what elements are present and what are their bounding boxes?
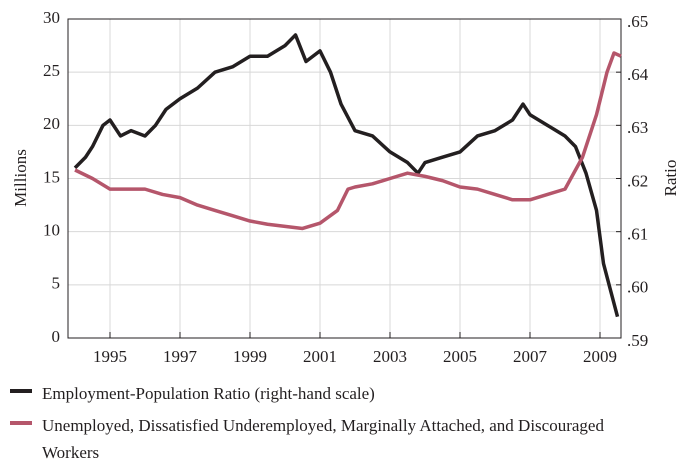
x-tick-label: 2003	[373, 347, 407, 366]
y2-tick-label: .62	[627, 171, 648, 190]
y-tick-label: 30	[43, 8, 60, 27]
plot-frame	[67, 18, 622, 339]
legend-swatch	[10, 421, 32, 425]
x-tick-label: 1999	[233, 347, 267, 366]
legend-label: Employment-Population Ratio (right-hand …	[42, 384, 375, 403]
y-tick-label: 20	[43, 114, 60, 133]
series-line	[74, 51, 622, 231]
y2-axis-label: Ratio	[661, 160, 680, 197]
x-tick-label: 2001	[303, 347, 337, 366]
y-tick-label: 5	[52, 274, 61, 293]
x-tick-label: 2009	[583, 347, 617, 366]
y-tick-label: 15	[43, 167, 60, 186]
legend-entry: Employment-Population Ratio (right-hand …	[10, 380, 670, 407]
y-tick-label: 25	[43, 61, 60, 80]
y-tick-label: 0	[52, 327, 61, 346]
y2-tick-label: .63	[627, 118, 648, 137]
x-tick-label: 2007	[513, 347, 548, 366]
x-tick-label: 1997	[163, 347, 198, 366]
y-axis-label: Millions	[11, 149, 30, 207]
series-line	[73, 33, 620, 318]
x-tick-label: 2005	[443, 347, 477, 366]
legend-swatch	[10, 389, 32, 393]
y2-tick-label: .59	[627, 331, 648, 350]
legend-label: Unemployed, Dissatisfied Underemployed, …	[42, 416, 604, 462]
x-tick-label: 1995	[93, 347, 127, 366]
y-tick-label: 10	[43, 221, 60, 240]
y2-tick-label: .60	[627, 278, 648, 297]
y2-tick-label: .61	[627, 225, 648, 244]
y2-tick-label: .65	[627, 12, 648, 31]
legend-entry: Unemployed, Dissatisfied Underemployed, …	[10, 412, 670, 466]
y2-tick-label: .64	[627, 65, 649, 84]
chart: Millions Ratio 0 5 10 15 20 25 30 .59 .60 .61 .62.…	[11, 8, 680, 366]
